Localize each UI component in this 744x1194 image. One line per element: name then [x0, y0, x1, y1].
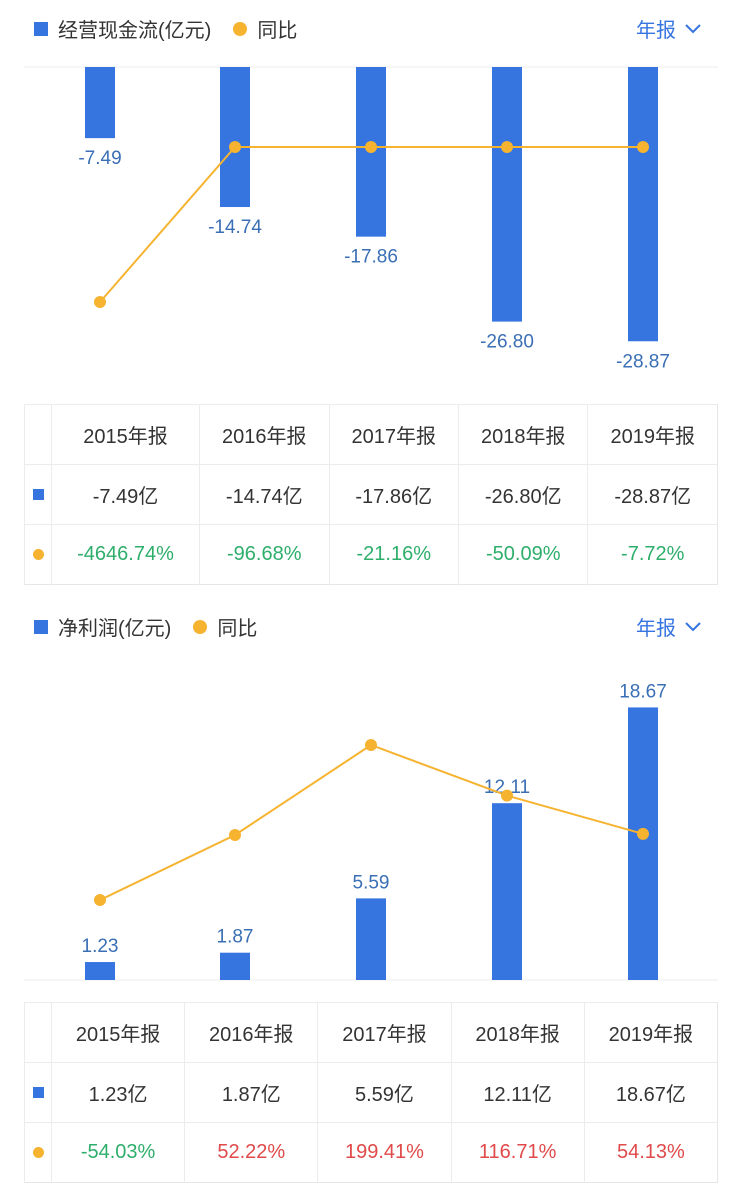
yoy-point — [94, 894, 106, 906]
line-row-marker — [32, 549, 44, 560]
table-header-cell: 2019年报 — [587, 404, 718, 465]
bar-data-label: 12.11 — [484, 777, 530, 798]
chart1-legend: 经营现金流(亿元) 同比 — [34, 14, 297, 43]
bar — [628, 67, 658, 342]
bar-data-label: 1.23 — [82, 936, 119, 957]
table-header-cell: 2016年报 — [199, 404, 330, 465]
line-legend-label: 同比 — [217, 618, 258, 640]
bar-legend-label: 经营现金流(亿元) — [58, 20, 212, 42]
bar — [492, 803, 522, 980]
period-label: 年报 — [636, 20, 676, 42]
bar-data-label: -17.86 — [344, 247, 398, 268]
table-header-row: 2015年报 2016年报 2017年报 2018年报 2019年报 — [24, 404, 718, 465]
period-selector[interactable]: 年报 — [636, 612, 702, 641]
yoy-point — [637, 141, 649, 153]
bar-data-label: -26.80 — [480, 332, 534, 353]
bar — [356, 898, 386, 980]
period-selector[interactable]: 年报 — [636, 14, 702, 43]
chevron-down-icon — [685, 23, 701, 33]
table-cell: -28.87亿 — [587, 464, 718, 525]
table-cell-pct: 116.71% — [450, 1122, 585, 1183]
table-cell-pct: 54.13% — [583, 1122, 718, 1183]
line-row-marker — [32, 1147, 44, 1158]
bar-row-marker — [32, 489, 44, 500]
table-cell: 1.87亿 — [184, 1062, 318, 1123]
table-header-cell: 2017年报 — [328, 404, 459, 465]
yoy-point — [365, 141, 377, 153]
bar-data-label: 18.67 — [619, 681, 667, 702]
yoy-point — [229, 141, 241, 153]
bar-data-label: 1.87 — [217, 927, 254, 948]
bar — [85, 962, 115, 980]
bar-legend-marker — [34, 21, 48, 36]
table-cell-pct: -21.16% — [328, 524, 459, 585]
table-header-cell: 2015年报 — [50, 1002, 185, 1063]
bar-legend-marker — [34, 619, 48, 634]
chevron-down-icon — [685, 621, 701, 631]
yoy-point — [637, 827, 649, 840]
table-header-cell: 2015年报 — [50, 404, 200, 465]
table-row-net-profit: 1.23亿 1.87亿 5.59亿 12.11亿 18.67亿 — [24, 1062, 718, 1123]
table-cell-pct: -96.68% — [199, 524, 330, 585]
chart2-legend: 净利润(亿元) 同比 — [34, 612, 257, 641]
bar — [220, 952, 250, 980]
table-header-cell: 2018年报 — [457, 404, 588, 465]
table-cell-pct: 52.22% — [184, 1122, 318, 1183]
table-cell: 12.11亿 — [450, 1062, 585, 1123]
bar — [628, 707, 658, 980]
period-label: 年报 — [636, 618, 676, 640]
table-row-yoy: -4646.74% -96.68% -21.16% -50.09% -7.72% — [24, 524, 718, 585]
bar-data-label: -28.87 — [616, 351, 670, 372]
line-legend-marker — [193, 619, 208, 634]
bar-data-label: 5.59 — [353, 872, 390, 893]
bar-data-label: -14.74 — [208, 217, 262, 238]
table-cell-pct: -7.72% — [587, 524, 718, 585]
table-cell: -17.86亿 — [328, 464, 459, 525]
table-cell: 18.67亿 — [583, 1062, 718, 1123]
table-header-cell: 2017年报 — [317, 1002, 452, 1063]
table-cell: 5.59亿 — [317, 1062, 452, 1123]
table-cell: -26.80亿 — [457, 464, 588, 525]
bar-legend-label: 净利润(亿元) — [58, 618, 172, 640]
bar-row-marker — [32, 1087, 44, 1098]
bar — [85, 67, 115, 139]
bar — [492, 67, 522, 322]
table-row-cashflow: -7.49亿 -14.74亿 -17.86亿 -26.80亿 -28.87亿 — [24, 464, 718, 525]
bar-data-label: -7.49 — [78, 148, 121, 169]
table-header-cell: 2018年报 — [450, 1002, 585, 1063]
table-header-cell: 2016年报 — [184, 1002, 318, 1063]
yoy-point — [94, 296, 106, 308]
table-row-yoy: -54.03% 52.22% 199.41% 116.71% 54.13% — [24, 1122, 718, 1183]
table-cell-pct: -50.09% — [457, 524, 588, 585]
table-cell: 1.23亿 — [50, 1062, 185, 1123]
bar — [220, 67, 250, 208]
table-cell: -7.49亿 — [50, 464, 200, 525]
line-legend-marker — [233, 21, 248, 36]
chart1-table: 2015年报 2016年报 2017年报 2018年报 2019年报 -7.49… — [24, 404, 718, 585]
operating-cashflow-chart: -7.49 -14.74 -17.86 -26.80 -28.87 — [24, 66, 718, 372]
yoy-point — [501, 789, 513, 802]
table-cell-pct: -4646.74% — [50, 524, 200, 585]
chart2-table: 2015年报 2016年报 2017年报 2018年报 2019年报 1.23亿… — [24, 1002, 718, 1183]
table-header-row: 2015年报 2016年报 2017年报 2018年报 2019年报 — [24, 1002, 718, 1063]
line-legend-label: 同比 — [257, 20, 298, 42]
yoy-point — [365, 739, 377, 751]
table-cell-pct: -54.03% — [50, 1122, 185, 1183]
table-cell: -14.74亿 — [199, 464, 330, 525]
table-header-cell: 2019年报 — [583, 1002, 718, 1063]
net-profit-chart: 1.23 1.87 5.59 12.11 18.67 — [24, 681, 718, 981]
table-cell-pct: 199.41% — [317, 1122, 452, 1183]
yoy-point — [229, 829, 241, 842]
yoy-point — [501, 141, 513, 153]
